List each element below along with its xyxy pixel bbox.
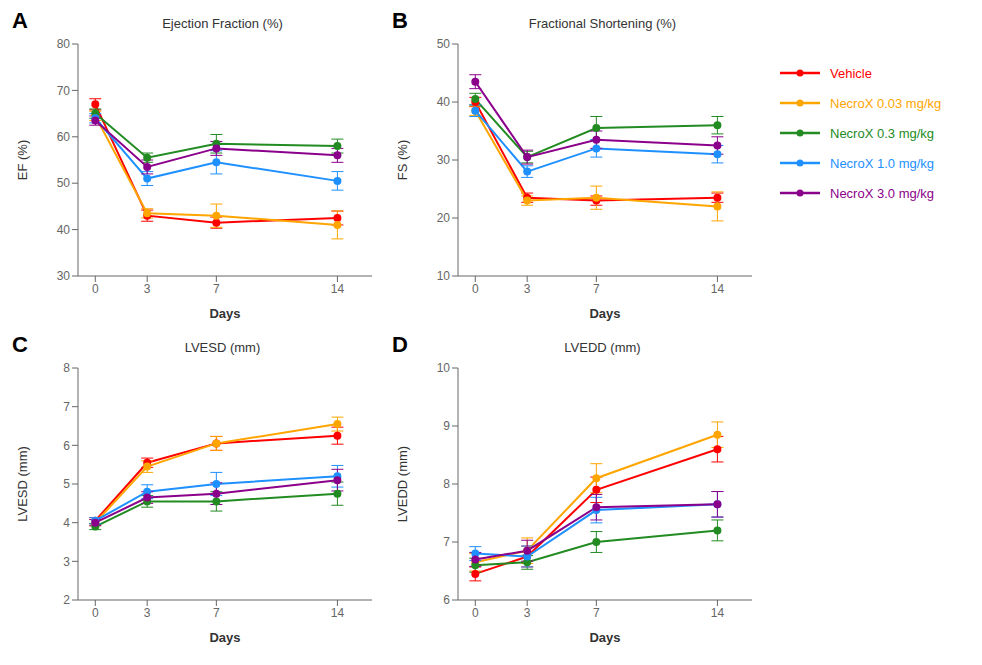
svg-text:50: 50 — [57, 176, 71, 190]
svg-text:Days: Days — [589, 306, 620, 321]
svg-text:40: 40 — [57, 223, 71, 237]
html-text:NecroX 0.03 mg/kg: NecroX 0.03 mg/kg — [830, 95, 942, 111]
svg-text:2: 2 — [63, 593, 70, 607]
svg-text:LVEDD (mm): LVEDD (mm) — [395, 446, 410, 522]
svg-text:10: 10 — [437, 269, 451, 283]
html-text:Vehicle: Vehicle — [830, 65, 872, 81]
svg-text:20: 20 — [437, 211, 451, 225]
svg-text:0: 0 — [472, 606, 479, 620]
svg-text:9: 9 — [443, 419, 450, 433]
svg-text:30: 30 — [57, 269, 71, 283]
svg-text:0: 0 — [472, 282, 479, 296]
svg-text:30: 30 — [437, 153, 451, 167]
svg-text:4: 4 — [63, 516, 70, 530]
html-text:NecroX 0.3 mg/kg: NecroX 0.3 mg/kg — [830, 125, 934, 141]
svg-text:7: 7 — [63, 400, 70, 414]
html-text:NecroX 3.0 mg/kg: NecroX 3.0 mg/kg — [830, 185, 934, 201]
svg-text:0: 0 — [92, 606, 99, 620]
svg-text:5: 5 — [63, 477, 70, 491]
svg-text:10: 10 — [437, 361, 451, 375]
svg-text:7: 7 — [443, 535, 450, 549]
html-text:Ejection Fraction (%): Ejection Fraction (%) — [162, 16, 283, 31]
svg-text:FS (%): FS (%) — [395, 140, 410, 180]
svg-text:Days: Days — [209, 630, 240, 645]
svg-text:14: 14 — [711, 282, 725, 296]
svg-text:70: 70 — [57, 84, 71, 98]
svg-text:50: 50 — [437, 37, 451, 51]
svg-text:3: 3 — [63, 555, 70, 569]
svg-text:8: 8 — [443, 477, 450, 491]
html-text:LVEDD (mm): LVEDD (mm) — [564, 340, 641, 355]
svg-text:7: 7 — [213, 282, 220, 296]
svg-text:7: 7 — [593, 606, 600, 620]
svg-text:60: 60 — [57, 130, 71, 144]
svg-text:Days: Days — [209, 306, 240, 321]
svg-text:14: 14 — [331, 282, 345, 296]
svg-text:7: 7 — [593, 282, 600, 296]
svg-text:40: 40 — [437, 95, 451, 109]
svg-text:6: 6 — [63, 439, 70, 453]
svg-text:EF (%): EF (%) — [15, 140, 30, 180]
svg-text:3: 3 — [144, 606, 151, 620]
svg-text:8: 8 — [63, 361, 70, 375]
svg-text:3: 3 — [144, 282, 151, 296]
html-text:Fractional Shortening (%): Fractional Shortening (%) — [528, 16, 677, 31]
svg-text:7: 7 — [213, 606, 220, 620]
html-text:NecroX 1.0 mg/kg: NecroX 1.0 mg/kg — [830, 155, 934, 171]
svg-text:0: 0 — [92, 282, 99, 296]
html-text:D: D — [392, 332, 408, 357]
svg-text:14: 14 — [331, 606, 345, 620]
html-text:B: B — [392, 8, 408, 33]
svg-text:14: 14 — [711, 606, 725, 620]
svg-text:6: 6 — [443, 593, 450, 607]
html-text:C: C — [12, 332, 28, 357]
svg-text:80: 80 — [57, 37, 71, 51]
svg-text:LVESD (mm): LVESD (mm) — [15, 446, 30, 522]
svg-text:3: 3 — [524, 282, 531, 296]
html-text:LVESD (mm): LVESD (mm) — [184, 340, 261, 355]
html-text:A: A — [12, 8, 28, 33]
svg-text:3: 3 — [524, 606, 531, 620]
svg-text:Days: Days — [589, 630, 620, 645]
